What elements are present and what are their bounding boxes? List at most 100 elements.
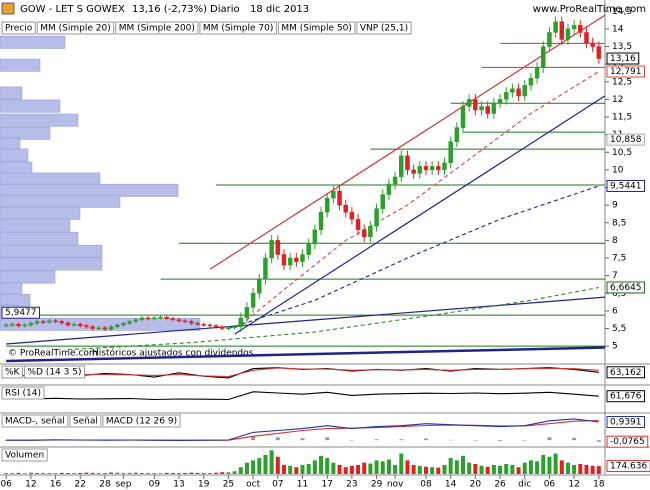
y-tick-label: 13,5	[612, 42, 632, 52]
volume-bar	[572, 464, 577, 474]
legend-box	[1, 448, 48, 462]
indicator-line	[6, 391, 599, 401]
last-value-label: -0,0765	[610, 437, 645, 447]
legend-label: MACD-, señal	[5, 417, 65, 427]
trend-line	[6, 296, 606, 345]
volume-bar	[491, 464, 496, 474]
legend-label: %K	[5, 368, 21, 378]
last-value-label: 13,16	[610, 54, 636, 64]
candle-body	[269, 240, 274, 259]
volume-bar	[244, 462, 249, 474]
candle-body	[466, 99, 472, 107]
volume-bar	[386, 459, 391, 474]
y-tick-label: 10,5	[612, 148, 632, 158]
volume-bar	[368, 463, 373, 474]
y-tick-label: 10	[612, 165, 624, 175]
last-value-label: 63,162	[610, 368, 642, 378]
volume-bar	[232, 471, 237, 474]
volume-bar	[183, 473, 188, 474]
x-tick-label: oct	[246, 480, 260, 490]
volume-bar	[226, 472, 231, 474]
volume-bar	[220, 472, 225, 474]
trend-line	[234, 95, 606, 335]
y-tick-label: 6	[612, 306, 618, 316]
volume-bar	[115, 472, 120, 474]
volume-bar	[541, 454, 546, 474]
volume-bar	[584, 464, 589, 474]
candle-body	[386, 183, 392, 195]
last-value-box	[606, 460, 650, 473]
candle-body	[176, 319, 182, 322]
y-tick-label: 5,5	[612, 324, 626, 334]
volume-bar	[251, 460, 256, 474]
candle-body	[596, 46, 602, 59]
candle-body	[232, 326, 237, 329]
histogram-bar	[374, 439, 379, 441]
last-value-box	[1, 306, 40, 319]
candle-body	[16, 324, 21, 326]
candle-body	[213, 325, 219, 328]
candle-body	[448, 141, 453, 164]
volume-bar	[139, 473, 144, 474]
y-tick-label: 12	[612, 95, 623, 105]
candle-body	[460, 106, 466, 128]
volume-bar	[300, 464, 305, 474]
candle-body	[454, 127, 460, 142]
candle-body	[108, 326, 114, 330]
histogram-bar	[300, 438, 305, 441]
volume-profile-bar	[0, 58, 41, 72]
candle-body	[257, 278, 262, 294]
legend-box	[69, 414, 102, 428]
volume-bar	[195, 472, 200, 474]
candle-body	[139, 317, 145, 320]
x-tick-label: 09	[149, 480, 161, 490]
candle-body	[281, 254, 287, 266]
volume-profile-bar	[0, 293, 31, 307]
period: Diario	[210, 4, 240, 15]
x-tick-label: 25	[223, 480, 234, 490]
candle-body	[343, 204, 348, 213]
volume-bar	[269, 450, 274, 474]
candle-body	[263, 257, 268, 280]
candle-body	[559, 21, 565, 40]
volume-bar	[374, 460, 379, 474]
volume-bar	[461, 455, 466, 474]
volume-bar	[436, 467, 441, 474]
candle-body	[71, 324, 77, 326]
candle-body	[547, 32, 552, 47]
last-value-label: 12,791	[610, 67, 642, 77]
last-value-box	[606, 65, 645, 78]
candle-body	[405, 155, 410, 171]
volume-profile-bar	[0, 172, 101, 186]
candle-body	[22, 324, 27, 327]
volume-bar	[331, 462, 336, 474]
volume-bar	[127, 472, 132, 474]
volume-profile-bar	[0, 231, 79, 245]
candle-body	[195, 322, 200, 325]
candle-body	[510, 88, 515, 93]
legend-box	[1, 386, 45, 400]
last-value-label: 6,6645	[610, 283, 642, 293]
last-value-box	[606, 366, 645, 379]
legend-box	[115, 21, 199, 35]
candle-body	[436, 166, 441, 171]
x-tick-label: 06	[544, 480, 556, 490]
volume-bar	[590, 465, 595, 474]
trend-line	[209, 14, 606, 270]
volume-profile-bar	[0, 244, 103, 258]
candle-body	[417, 166, 423, 174]
candle-body	[152, 317, 157, 320]
y-tick-label: 13	[612, 60, 623, 70]
volume-bar	[207, 473, 212, 474]
volume-bar	[405, 460, 410, 474]
volume-bar	[121, 473, 126, 474]
histogram-bar	[498, 440, 503, 441]
legend-box	[102, 414, 181, 428]
volume-profile-bar	[0, 257, 103, 271]
y-tick-label: 11,5	[612, 113, 632, 123]
last-value-box	[606, 179, 645, 192]
candle-body	[47, 320, 52, 323]
legend-label: Precio	[5, 24, 33, 34]
candle-body	[275, 240, 281, 255]
